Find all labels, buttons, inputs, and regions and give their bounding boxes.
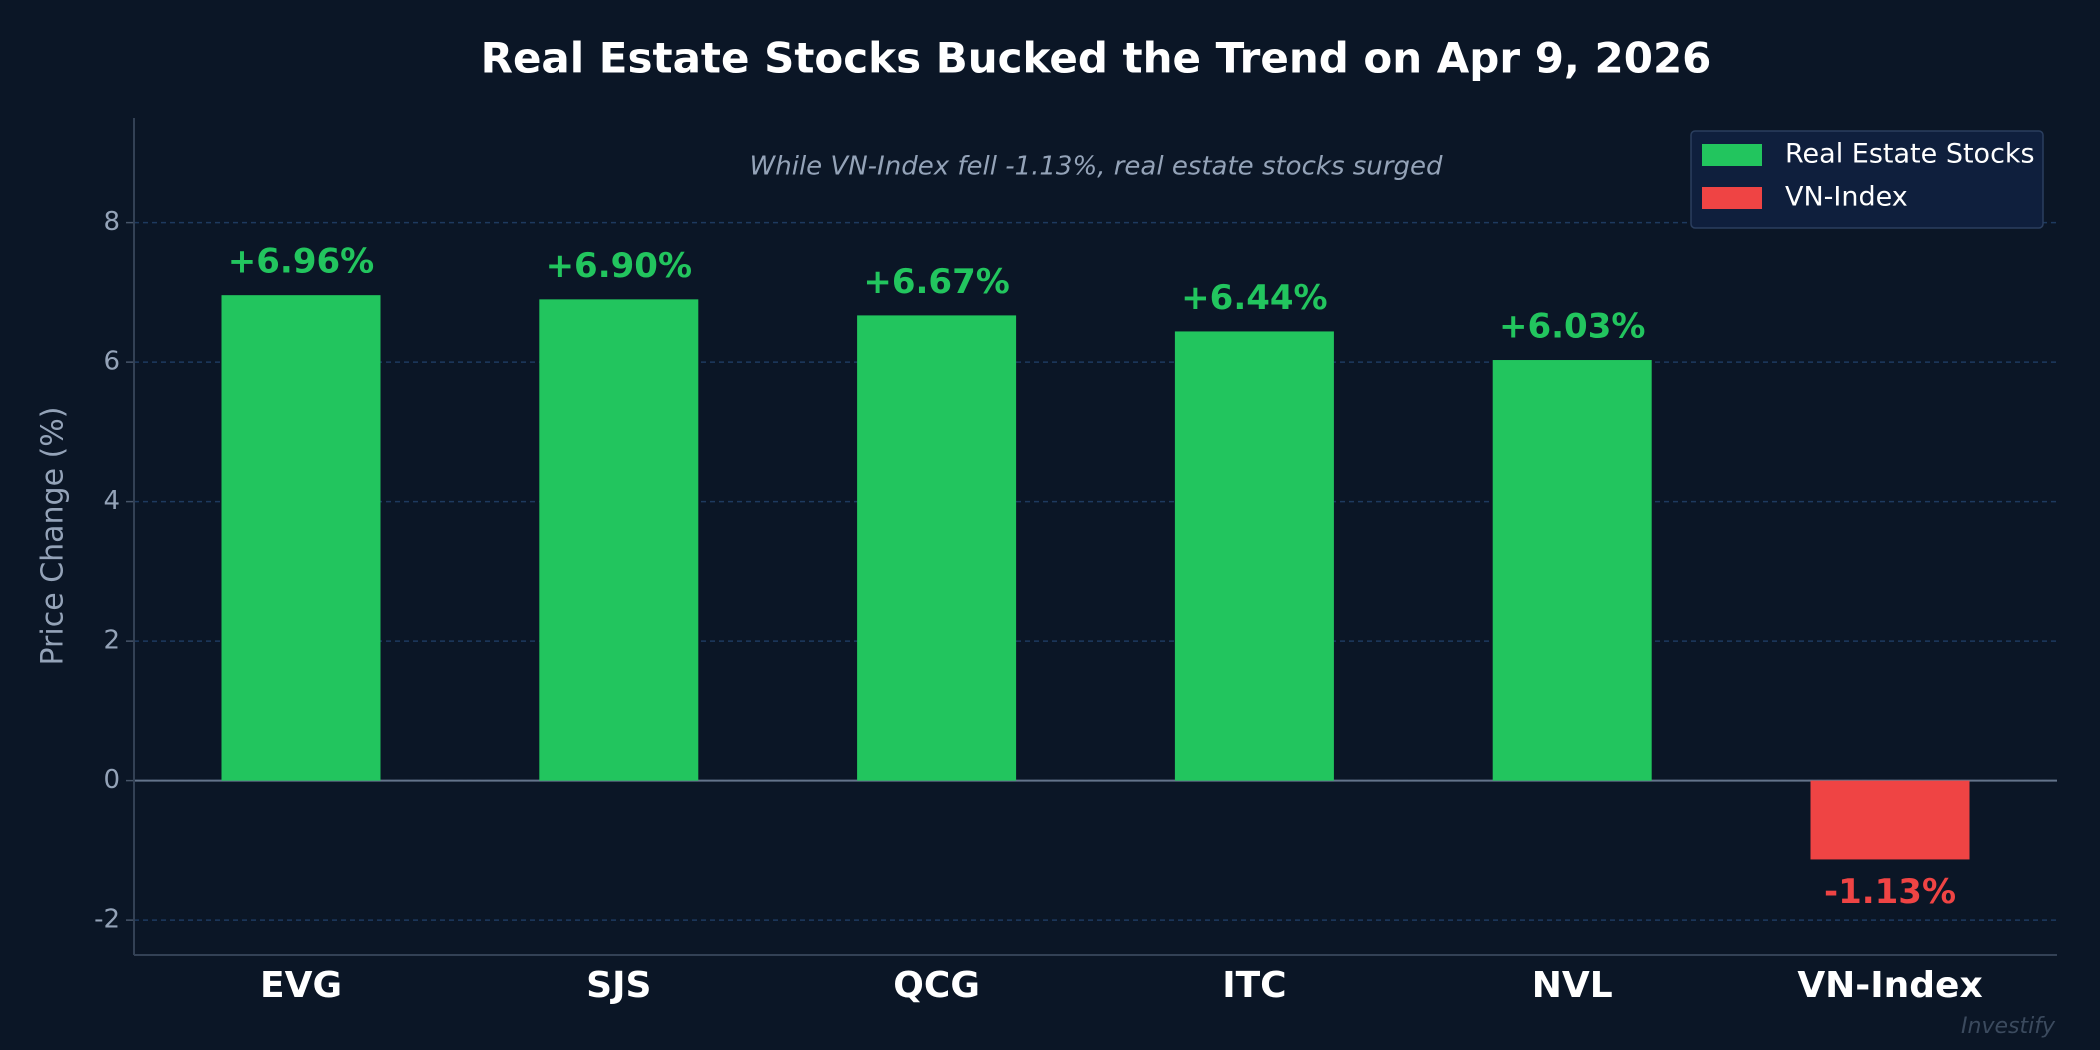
x-tick-label: ITC <box>1222 965 1286 1006</box>
value-label: +6.96% <box>228 242 374 282</box>
x-tick-label: NVL <box>1532 965 1613 1006</box>
bar <box>857 315 1017 781</box>
bar <box>221 295 381 781</box>
y-tick-label: -2 <box>94 905 120 935</box>
x-tick-label: EVG <box>260 965 342 1006</box>
value-label: +6.67% <box>863 262 1009 302</box>
value-label: -1.13% <box>1824 872 1956 912</box>
bar <box>1492 360 1652 781</box>
legend-swatch <box>1702 144 1762 166</box>
y-tick-label: 8 <box>103 207 120 237</box>
y-tick-label: 2 <box>103 626 120 656</box>
legend-label: VN-Index <box>1785 182 1908 213</box>
y-axis-label: Price Change (%) <box>36 406 71 665</box>
legend-box <box>1690 130 2044 229</box>
y-tick-label: 6 <box>103 347 120 377</box>
watermark: Investify <box>1961 1014 2056 1039</box>
bar <box>1810 780 1970 860</box>
x-tick-label: QCG <box>893 965 980 1006</box>
value-label: +6.90% <box>546 246 692 286</box>
x-tick-label: SJS <box>586 965 651 1006</box>
bar <box>1174 331 1334 781</box>
legend-swatch <box>1702 187 1762 209</box>
y-tick-label: 0 <box>103 765 120 795</box>
value-label: +6.03% <box>1499 307 1645 347</box>
bar <box>539 299 699 781</box>
value-label: +6.44% <box>1181 278 1327 318</box>
y-tick-label: 4 <box>103 486 120 516</box>
legend-label: Real Estate Stocks <box>1785 139 2035 170</box>
annotation: While VN-Index fell -1.13%, real estate … <box>750 152 1443 182</box>
x-tick-label: VN-Index <box>1797 965 1982 1006</box>
chart-title: Real Estate Stocks Bucked the Trend on A… <box>481 34 1712 83</box>
